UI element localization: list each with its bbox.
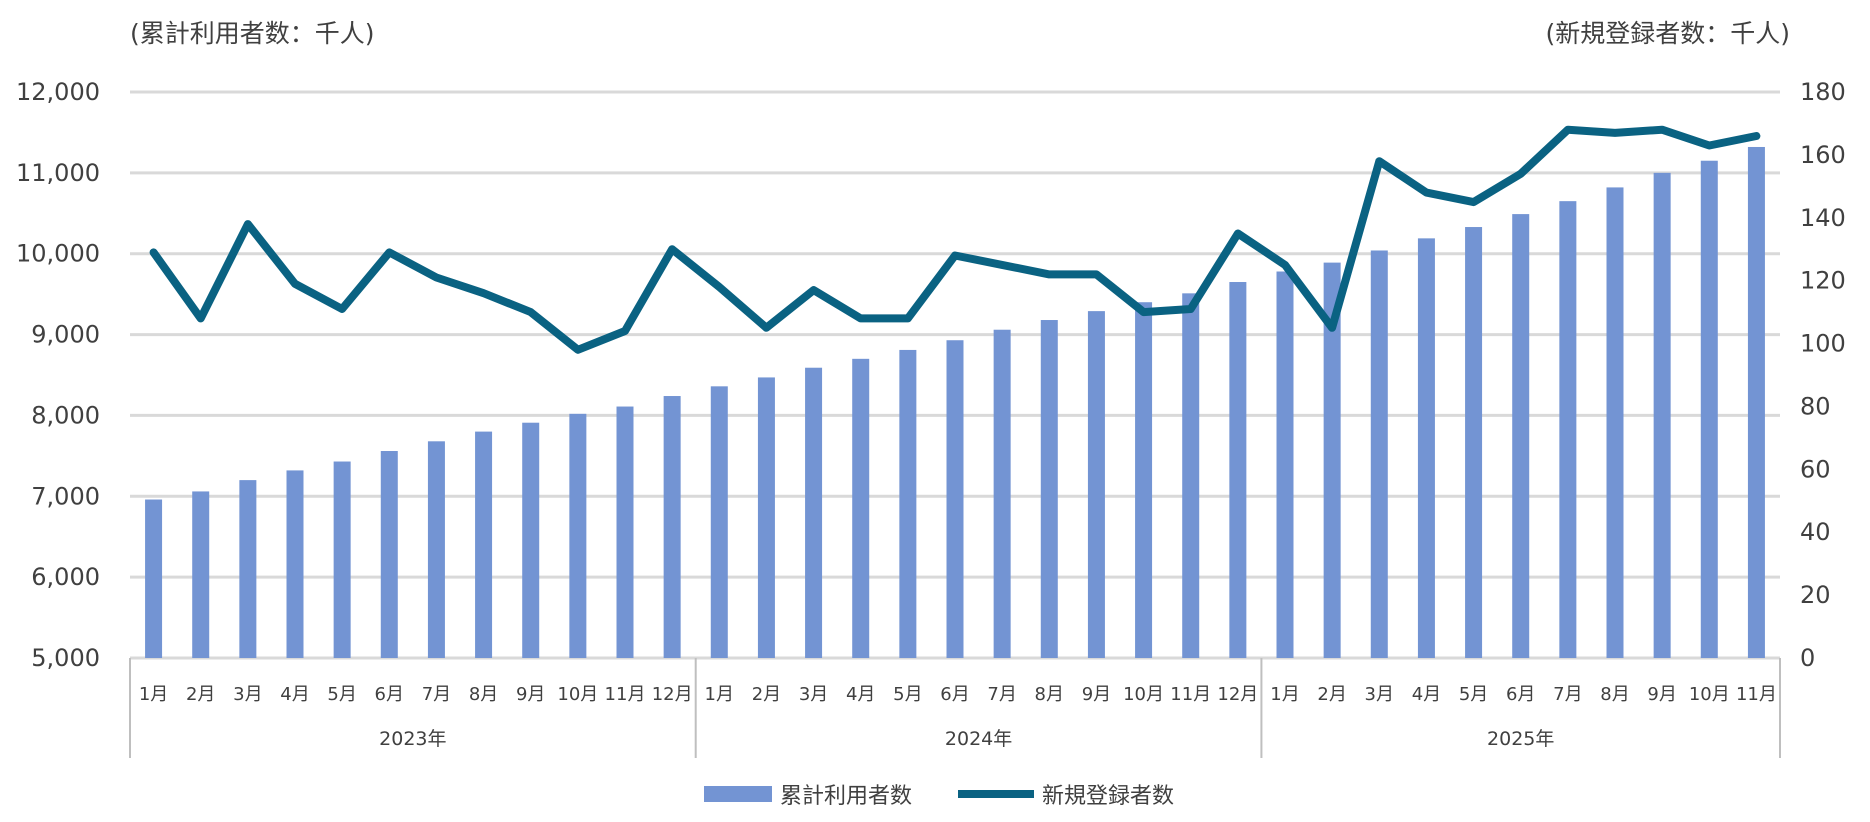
combo-chart: 5,000 6,000 7,000 8,000 9,000 10,000 11,000 12,… <box>0 0 1870 822</box>
bar <box>1229 282 1246 658</box>
x-axis-month-label: 7月 <box>422 684 451 705</box>
x-axis-month-label: 9月 <box>1082 684 1111 705</box>
bar <box>664 396 681 658</box>
left-axis-tick-label: 10,000 <box>16 240 100 268</box>
bar <box>1182 293 1199 658</box>
bar <box>239 480 256 658</box>
x-axis-month-label: 5月 <box>1459 684 1488 705</box>
bar <box>192 491 209 658</box>
legend-item-cumulative-users: 累計利用者数 <box>704 778 912 810</box>
bar <box>1607 187 1624 658</box>
x-axis-year-label: 2025年 <box>1487 728 1554 750</box>
bar <box>287 470 304 658</box>
right-axis-tick-label: 140 <box>1800 204 1846 232</box>
x-axis-month-label: 3月 <box>799 684 828 705</box>
x-axis-month-label: 3月 <box>233 684 262 705</box>
bar <box>947 340 964 658</box>
x-axis-month-label: 2月 <box>752 684 781 705</box>
legend-line-swatch <box>958 790 1034 798</box>
legend-bar-swatch <box>704 786 772 802</box>
x-axis-month-label: 5月 <box>893 684 922 705</box>
bar <box>1418 238 1435 658</box>
legend-line-label: 新規登録者数 <box>1042 778 1174 810</box>
legend-bars-label: 累計利用者数 <box>780 778 912 810</box>
left-axis-tick-label: 6,000 <box>31 563 100 591</box>
right-axis-tick-label: 160 <box>1800 141 1846 169</box>
legend-item-new-registrations: 新規登録者数 <box>958 778 1174 810</box>
x-axis-month-label: 4月 <box>846 684 875 705</box>
x-axis-month-label: 10月 <box>1689 684 1730 705</box>
x-axis-month-label: 4月 <box>280 684 309 705</box>
x-axis-month-label: 2月 <box>186 684 215 705</box>
bar <box>805 368 822 658</box>
x-axis-year-label: 2024年 <box>945 728 1012 750</box>
bar <box>334 462 351 658</box>
bar <box>1512 214 1529 658</box>
left-axis-tick-label: 5,000 <box>31 644 100 672</box>
x-axis-month-label: 6月 <box>940 684 969 705</box>
bar <box>1041 320 1058 658</box>
bar <box>994 330 1011 658</box>
bar <box>1559 201 1576 658</box>
x-axis-month-label: 2月 <box>1317 684 1346 705</box>
left-axis-tick-label: 11,000 <box>16 159 100 187</box>
x-axis-month-label: 10月 <box>557 684 598 705</box>
x-axis-month-label: 6月 <box>1506 684 1535 705</box>
bar <box>1088 311 1105 658</box>
bar <box>145 500 162 658</box>
bar <box>758 377 775 658</box>
bar <box>522 423 539 658</box>
x-axis-month-label: 8月 <box>469 684 498 705</box>
left-axis-tick-label: 9,000 <box>31 321 100 349</box>
x-axis-month-label: 1月 <box>705 684 734 705</box>
bar <box>1277 272 1294 658</box>
bar <box>1748 147 1765 658</box>
bar <box>899 350 916 658</box>
x-axis-month-label: 12月 <box>1217 684 1258 705</box>
x-axis-year-label: 2023年 <box>379 728 446 750</box>
x-axis-month-label: 8月 <box>1600 684 1629 705</box>
bar <box>1465 227 1482 658</box>
bar <box>1135 302 1152 658</box>
bar <box>475 432 492 658</box>
x-axis-month-label: 11月 <box>1170 684 1211 705</box>
x-axis-month-label: 9月 <box>1647 684 1676 705</box>
x-axis-month-label: 8月 <box>1035 684 1064 705</box>
right-axis-tick-label: 20 <box>1800 581 1831 609</box>
right-axis-tick-label: 80 <box>1800 392 1831 420</box>
bar <box>1701 161 1718 658</box>
x-axis-month-label: 11月 <box>605 684 646 705</box>
x-axis-month-label: 4月 <box>1412 684 1441 705</box>
right-axis-tick-label: 120 <box>1800 267 1846 295</box>
right-axis-tick-label: 40 <box>1800 518 1831 546</box>
bar <box>381 451 398 658</box>
bar <box>852 359 869 658</box>
bar <box>428 441 445 658</box>
left-axis-tick-label: 12,000 <box>16 78 100 106</box>
x-axis-month-label: 11月 <box>1736 684 1777 705</box>
bar <box>1371 250 1388 658</box>
left-axis-tick-label: 8,000 <box>31 401 100 429</box>
right-axis-tick-label: 60 <box>1800 455 1831 483</box>
bar <box>617 407 634 658</box>
x-axis-month-label: 6月 <box>375 684 404 705</box>
bar <box>711 386 728 658</box>
x-axis-month-label: 12月 <box>652 684 693 705</box>
x-axis-month-label: 7月 <box>1553 684 1582 705</box>
right-axis-tick-label: 180 <box>1800 78 1846 106</box>
x-axis-month-label: 5月 <box>327 684 356 705</box>
x-axis-month-label: 9月 <box>516 684 545 705</box>
right-axis-tick-label: 0 <box>1800 644 1815 672</box>
right-axis-tick-label: 100 <box>1800 330 1846 358</box>
bar <box>1654 173 1671 658</box>
left-axis-tick-label: 7,000 <box>31 482 100 510</box>
bar <box>569 414 586 658</box>
x-axis-month-label: 3月 <box>1365 684 1394 705</box>
x-axis-month-label: 10月 <box>1123 684 1164 705</box>
x-axis-month-label: 7月 <box>987 684 1016 705</box>
x-axis-month-label: 1月 <box>1270 684 1299 705</box>
x-axis-month-label: 1月 <box>139 684 168 705</box>
